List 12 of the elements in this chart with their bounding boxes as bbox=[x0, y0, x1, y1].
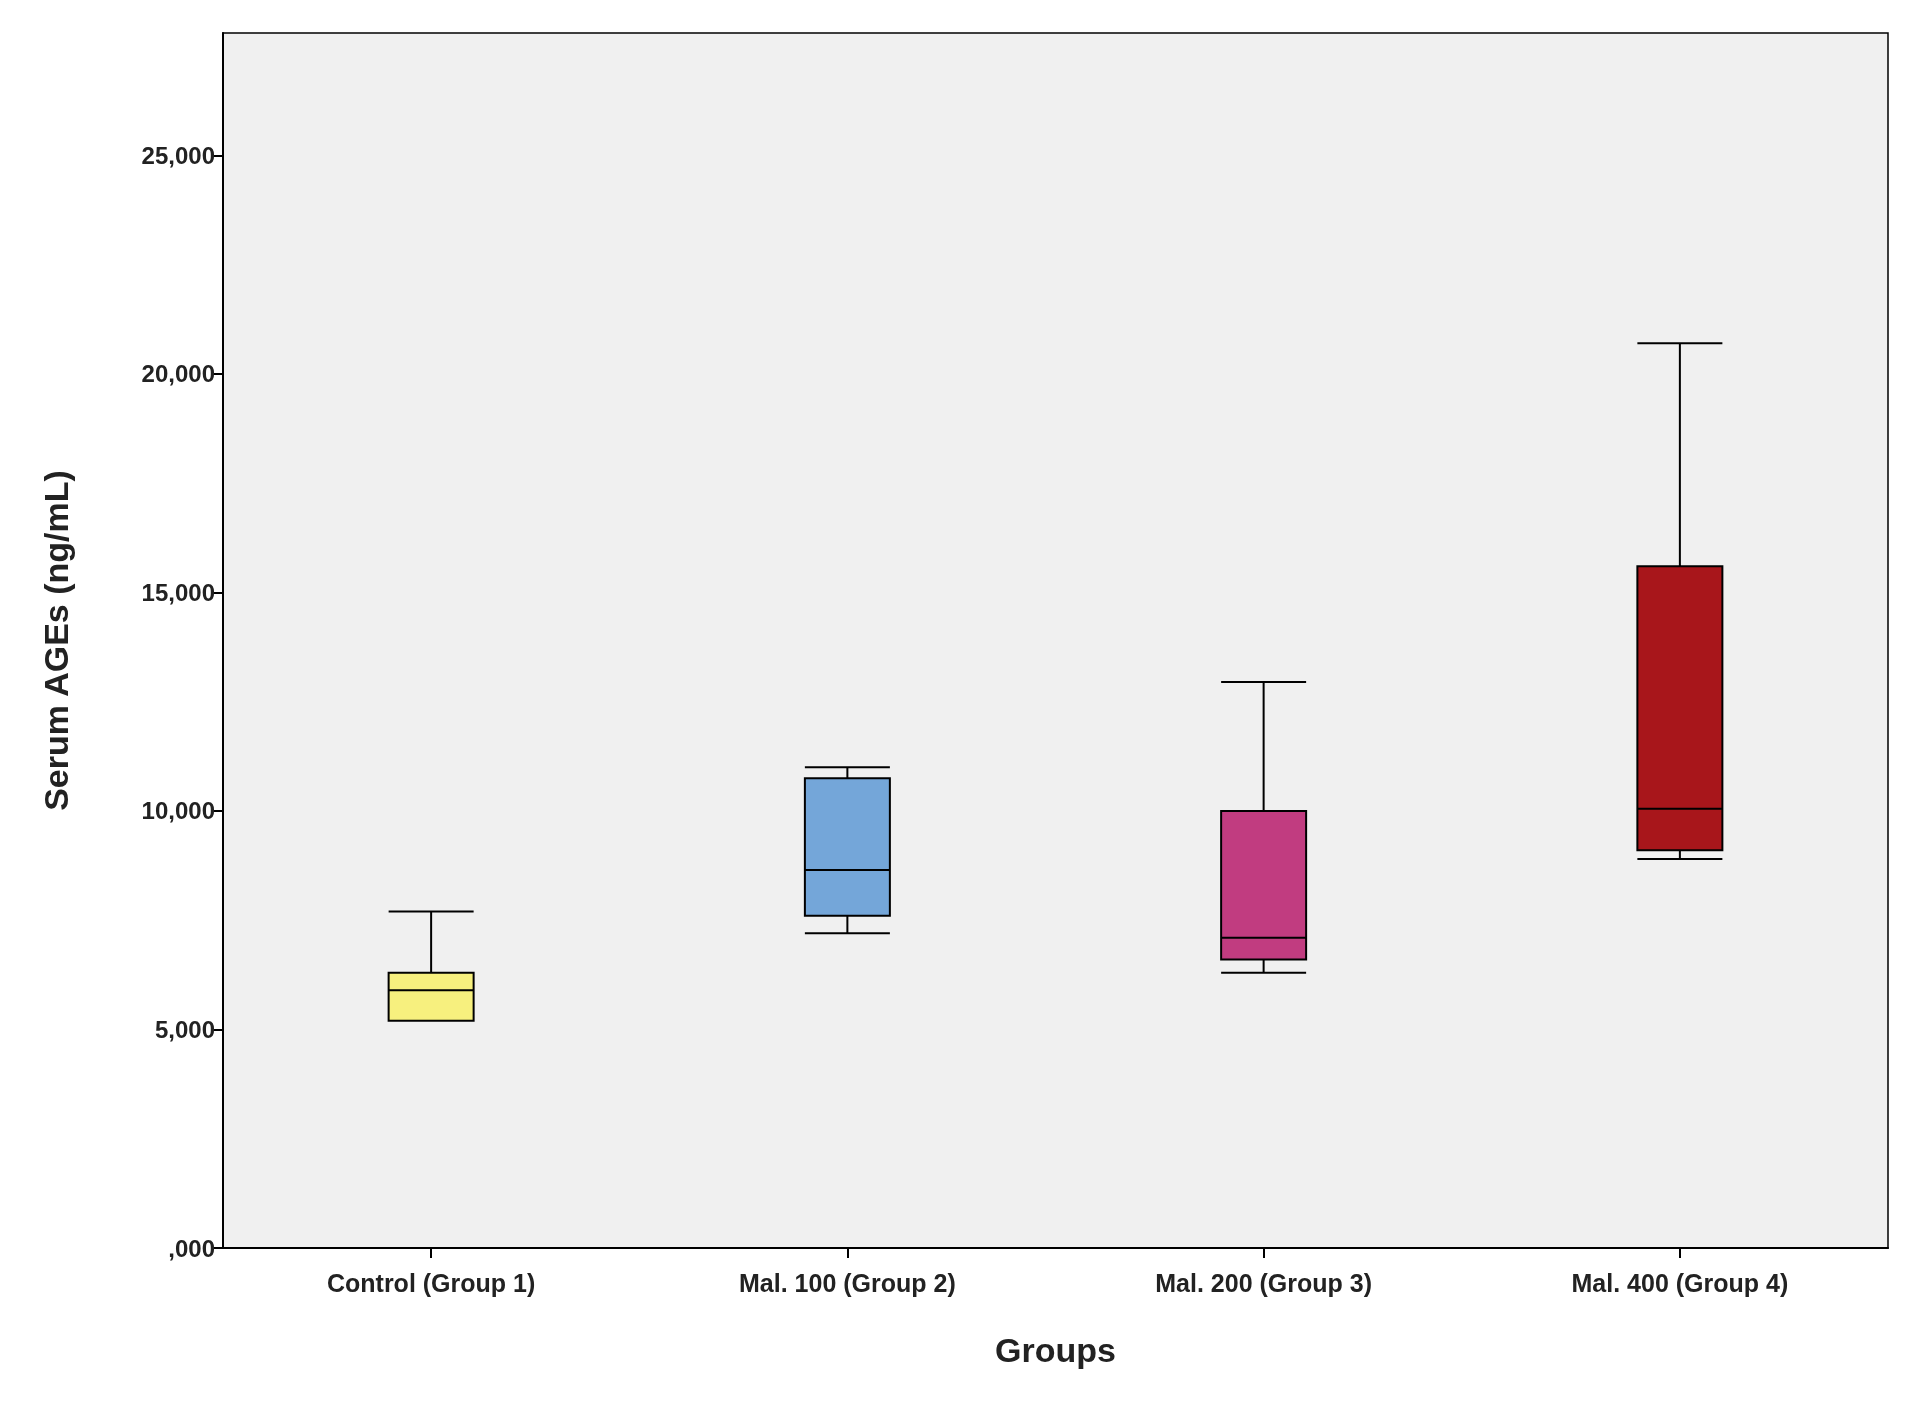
x-tick-label: Mal. 400 (Group 4) bbox=[1571, 1268, 1789, 1297]
x-tick-label: Mal. 100 (Group 2) bbox=[739, 1268, 956, 1297]
x-axis-title: Groups bbox=[995, 1331, 1116, 1369]
y-tick-label: 5,000 bbox=[154, 1015, 215, 1043]
y-tick-label: 20,000 bbox=[141, 360, 215, 388]
x-tick-label: Mal. 200 (Group 3) bbox=[1155, 1268, 1372, 1297]
y-tick-label: ,000 bbox=[168, 1234, 215, 1262]
y-axis-title: Serum AGEs (ng/mL) bbox=[37, 470, 75, 811]
x-tick-label: Control (Group 1) bbox=[326, 1268, 536, 1297]
y-tick-label: 10,000 bbox=[141, 797, 215, 825]
y-tick-label: 15,000 bbox=[141, 578, 215, 606]
y-tick-label: 25,000 bbox=[141, 141, 215, 169]
